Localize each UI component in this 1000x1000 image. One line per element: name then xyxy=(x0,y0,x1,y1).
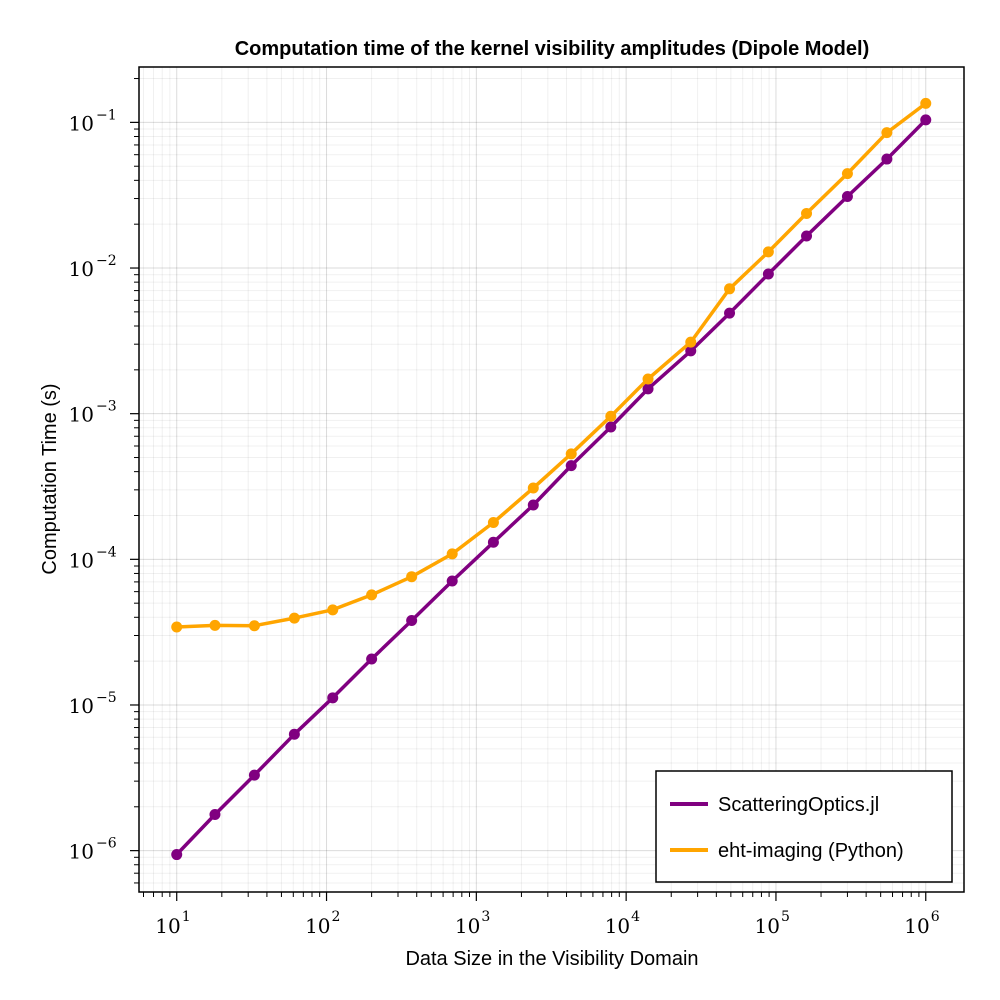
x-tick-label-base: 10 xyxy=(155,914,180,938)
y-tick-label-exponent: −3 xyxy=(96,399,117,415)
data-point-scatteringoptics xyxy=(171,849,183,861)
x-tick-label-exponent: 3 xyxy=(481,909,490,925)
y-tick-label-base: 10 xyxy=(69,694,94,718)
data-point-eht-imaging xyxy=(487,517,499,529)
legend-label-eht-imaging: eht-imaging (Python) xyxy=(718,840,904,862)
data-point-scatteringoptics xyxy=(366,653,378,665)
data-point-eht-imaging xyxy=(685,336,697,348)
y-tick-label-exponent: −5 xyxy=(96,690,117,706)
data-point-scatteringoptics xyxy=(762,268,774,280)
data-point-scatteringoptics xyxy=(288,728,300,740)
data-point-eht-imaging xyxy=(446,548,458,560)
data-point-eht-imaging xyxy=(209,619,221,631)
data-point-scatteringoptics xyxy=(446,575,458,587)
data-point-eht-imaging xyxy=(248,620,260,632)
y-tick-label-exponent: −6 xyxy=(96,836,117,852)
data-point-scatteringoptics xyxy=(248,769,260,781)
data-point-scatteringoptics xyxy=(841,190,853,202)
data-point-scatteringoptics xyxy=(724,307,736,319)
data-point-eht-imaging xyxy=(605,410,617,422)
x-tick-label-exponent: 6 xyxy=(931,909,940,925)
data-point-scatteringoptics xyxy=(327,692,339,704)
y-axis-ticks: 10−610−510−410−310−210−1 xyxy=(69,78,139,884)
y-tick-label-exponent: −1 xyxy=(96,107,117,123)
data-point-scatteringoptics xyxy=(565,460,577,472)
data-point-eht-imaging xyxy=(366,589,378,601)
y-tick-label-exponent: −4 xyxy=(96,544,117,560)
chart-title: Computation time of the kernel visibilit… xyxy=(235,38,870,60)
data-point-eht-imaging xyxy=(762,246,774,258)
data-point-scatteringoptics xyxy=(605,421,617,433)
data-point-scatteringoptics xyxy=(487,536,499,548)
data-point-scatteringoptics xyxy=(527,499,539,511)
y-tick-label-base: 10 xyxy=(69,840,94,864)
data-point-eht-imaging xyxy=(406,571,418,583)
legend: ScatteringOptics.jl eht-imaging (Python) xyxy=(655,770,953,883)
x-tick-label-exponent: 5 xyxy=(781,909,790,925)
series-layer xyxy=(171,97,932,861)
data-point-scatteringoptics xyxy=(642,383,654,395)
data-point-eht-imaging xyxy=(920,97,932,109)
data-point-scatteringoptics xyxy=(801,230,813,242)
legend-label-scatteringoptics: ScatteringOptics.jl xyxy=(718,794,879,816)
y-axis-label: Computation Time (s) xyxy=(39,383,61,574)
data-point-eht-imaging xyxy=(565,448,577,460)
x-tick-label-base: 10 xyxy=(305,914,330,938)
x-tick-label-exponent: 1 xyxy=(182,909,191,925)
x-tick-label-exponent: 2 xyxy=(332,909,341,925)
major-grid xyxy=(139,67,964,892)
data-point-scatteringoptics xyxy=(920,114,932,126)
x-tick-label-base: 10 xyxy=(754,914,779,938)
data-point-scatteringoptics xyxy=(685,345,697,357)
series-line-scatteringoptics xyxy=(175,118,928,856)
y-tick-label-base: 10 xyxy=(69,548,94,572)
data-point-eht-imaging xyxy=(724,283,736,295)
x-tick-label-base: 10 xyxy=(605,914,630,938)
data-point-scatteringoptics xyxy=(881,153,893,165)
y-tick-label-exponent: −2 xyxy=(96,253,117,269)
data-point-eht-imaging xyxy=(171,621,183,633)
y-tick-label-base: 10 xyxy=(69,257,94,281)
plot-frame xyxy=(138,66,965,893)
data-point-eht-imaging xyxy=(642,373,654,385)
data-point-eht-imaging xyxy=(527,482,539,494)
x-axis-ticks: 10 1 10 2 10 3 10 4 10 5 10 6 xyxy=(142,892,940,938)
data-point-eht-imaging xyxy=(881,127,893,139)
data-point-eht-imaging xyxy=(841,168,853,180)
series-line-eht-imaging xyxy=(176,102,927,629)
x-tick-label-base: 10 xyxy=(904,914,929,938)
y-tick-label-base: 10 xyxy=(69,403,94,427)
x-axis-label: Data Size in the Visibility Domain xyxy=(405,948,698,970)
x-tick-label-base: 10 xyxy=(455,914,480,938)
data-point-eht-imaging xyxy=(801,207,813,219)
data-point-eht-imaging xyxy=(288,612,300,624)
x-tick-label-exponent: 4 xyxy=(631,909,640,925)
data-point-eht-imaging xyxy=(327,604,339,616)
minor-grid xyxy=(139,67,964,892)
y-tick-label-base: 10 xyxy=(69,111,94,135)
legend-box xyxy=(655,770,953,883)
data-point-scatteringoptics xyxy=(406,615,418,627)
data-point-scatteringoptics xyxy=(209,809,221,821)
